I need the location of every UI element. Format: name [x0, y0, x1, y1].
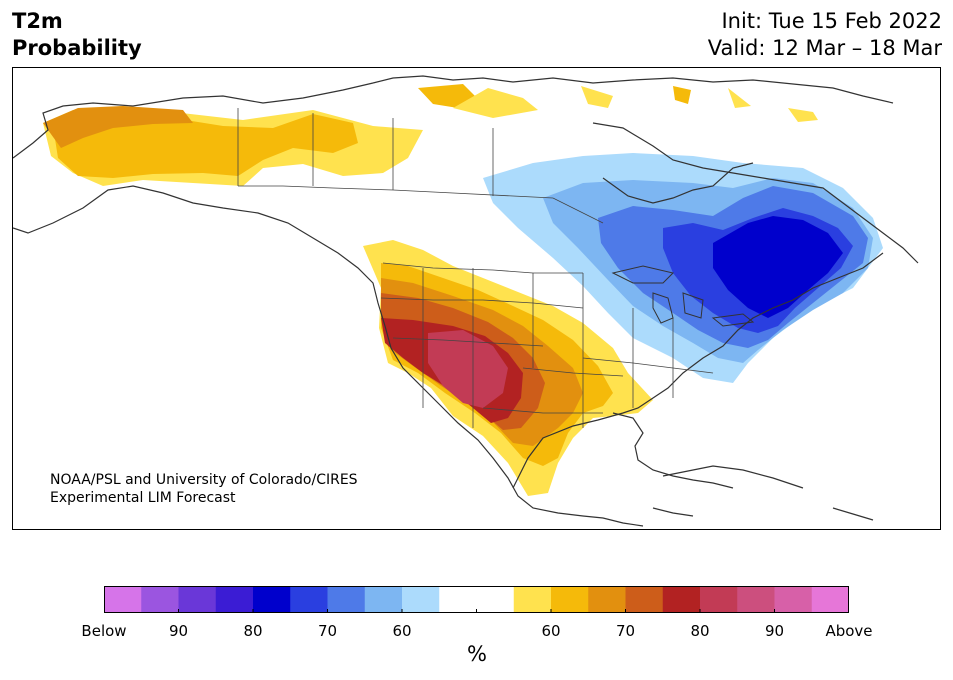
colorbar-swatch: [476, 586, 515, 613]
colorbar-swatch: [178, 586, 217, 613]
warm-region-arctic-6: [788, 108, 818, 122]
colorbar-swatch: [253, 586, 291, 613]
warm-region-alaska-core: [53, 110, 358, 178]
warm-region-arctic-3: [581, 86, 613, 108]
colorbar-swatch: [364, 586, 403, 613]
colorbar-tick-label: 60: [392, 622, 412, 640]
warm-region-arctic-5: [728, 88, 751, 108]
credit-text: NOAA/PSL and University of Colorado/CIRE…: [50, 471, 358, 507]
colorbar-swatch: [774, 586, 813, 613]
cold-region-80: [713, 216, 843, 318]
colorbar-swatch: [551, 586, 589, 613]
colorbar-tick-label: 90: [168, 622, 189, 640]
colorbar-swatch: [290, 586, 328, 613]
warm-region-alaska-peak: [43, 106, 193, 148]
init-date: Init: Tue 15 Feb 2022: [721, 9, 942, 33]
map-panel: NOAA/PSL and University of Colorado/CIRE…: [12, 67, 941, 530]
credit-line-2: Experimental LIM Forecast: [50, 490, 236, 506]
colorbar-swatch: [700, 586, 738, 613]
colorbar-swatch: [811, 586, 849, 613]
colorbar-tick-label: 70: [317, 622, 338, 640]
colorbar-swatch: [439, 586, 477, 613]
colorbar-swatch: [662, 586, 701, 613]
colorbar-tick-label: Above: [825, 622, 873, 640]
coastlines: [13, 75, 919, 527]
colorbar: [104, 586, 849, 613]
colorbar-tick-label: 70: [615, 622, 636, 640]
colorbar-swatch: [625, 586, 664, 613]
colorbar-swatch: [513, 586, 552, 613]
credit-line-1: NOAA/PSL and University of Colorado/CIRE…: [50, 472, 358, 488]
colorbar-swatch: [588, 586, 626, 613]
colorbar-swatch: [141, 586, 179, 613]
title-variable: T2m: [12, 9, 63, 33]
forecast-dates: Init: Tue 15 Feb 2022 Valid: 12 Mar – 18…: [708, 8, 942, 62]
great-lakes: [611, 265, 755, 327]
warm-region-arctic-4: [673, 86, 691, 104]
colorbar-swatch: [402, 586, 440, 613]
title-type: Probability: [12, 36, 142, 60]
colorbar-swatch: [737, 586, 775, 613]
colorbar-tick-label: 90: [764, 622, 785, 640]
colorbar-swatch: [215, 586, 254, 613]
probability-map: [13, 75, 919, 527]
colorbar-swatch: [104, 586, 142, 613]
warm-region-arctic-2: [453, 88, 538, 118]
borders: [237, 108, 714, 428]
map-title: T2m Probability: [12, 8, 142, 62]
colorbar-unit: %: [467, 642, 487, 666]
warm-region-arctic-1: [418, 84, 475, 108]
colorbar-tick-label: Below: [81, 622, 127, 640]
colorbar-tick-label: 80: [690, 622, 710, 640]
warm-region-southwest-85: [428, 330, 508, 408]
colorbar-tick-label: 60: [541, 622, 561, 640]
valid-range: Valid: 12 Mar – 18 Mar: [707, 36, 942, 60]
colorbar-tick-label: 80: [243, 622, 263, 640]
colorbar-swatch: [327, 586, 366, 613]
